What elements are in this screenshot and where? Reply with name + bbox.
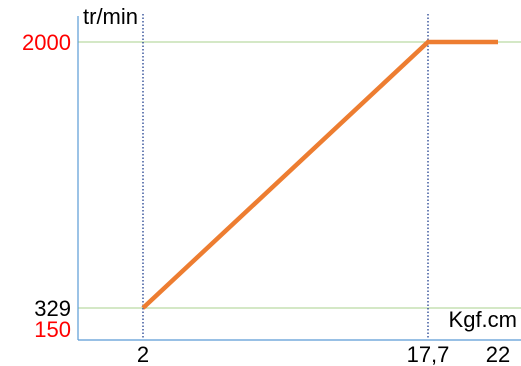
axes [77,16,521,341]
y-tick-label: 150 [34,317,71,342]
series-line-0 [141,39,498,310]
x-axis-label: Kgf.cm [449,307,517,332]
y-tick-label: 2000 [22,30,71,55]
x-tick-label: 17,7 [407,342,450,366]
x-tick-label: 22 [486,342,510,366]
gridlines [78,14,521,340]
y-axis-label: tr/min [83,4,138,29]
y-tick-label: 329 [34,296,71,321]
x-tick-label: 2 [137,342,149,366]
data-series [141,39,499,310]
